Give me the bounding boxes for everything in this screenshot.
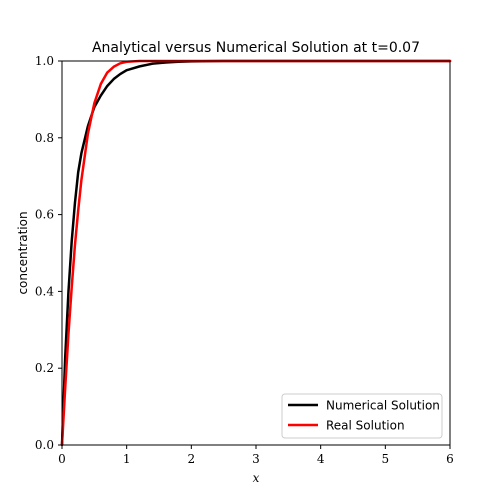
y-tick-label: 0.8 xyxy=(35,131,54,145)
y-tick-label: 1.0 xyxy=(35,54,54,68)
y-tick-label: 0.4 xyxy=(35,284,54,298)
legend-label-numerical: Numerical Solution xyxy=(326,399,440,413)
series-line-real xyxy=(60,59,452,447)
x-tick-label: 5 xyxy=(382,452,390,466)
plot-frame xyxy=(61,60,451,446)
x-tick-label: 4 xyxy=(317,452,325,466)
y-axis-label: concentration xyxy=(16,211,30,294)
x-tick-label: 0 xyxy=(58,452,66,466)
series-layer xyxy=(60,59,452,447)
x-tick-label: 6 xyxy=(446,452,454,466)
legend: Numerical Solution Real Solution xyxy=(281,393,443,439)
x-tick-label: 2 xyxy=(188,452,196,466)
legend-label-real: Real Solution xyxy=(326,419,405,433)
legend-box xyxy=(281,393,443,439)
series-line-numerical xyxy=(60,59,452,447)
x-tick-label: 3 xyxy=(252,452,260,466)
y-tick-label: 0.6 xyxy=(35,208,54,222)
y-axis-ticks: 0.0 0.2 0.4 0.6 0.8 1.0 xyxy=(35,54,62,452)
x-tick-label: 1 xyxy=(123,452,131,466)
x-axis-label: x xyxy=(253,471,260,485)
chart-title: Analytical versus Numerical Solution at … xyxy=(92,40,420,56)
x-axis-ticks: 0 1 2 3 4 5 6 xyxy=(58,445,454,466)
y-tick-label: 0.0 xyxy=(35,438,54,452)
y-tick-label: 0.2 xyxy=(35,361,54,375)
